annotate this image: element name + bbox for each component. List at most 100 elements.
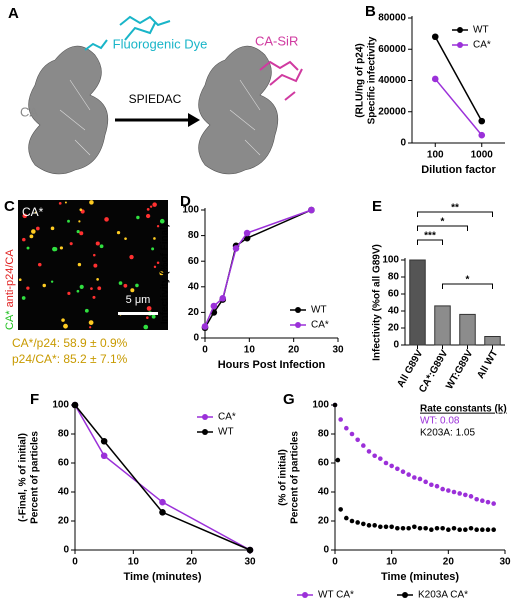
- y-tick-label: 0: [63, 545, 69, 556]
- data-point: [361, 443, 366, 448]
- significance-label: ***: [424, 231, 436, 242]
- data-point: [478, 131, 486, 139]
- data-point: [429, 527, 434, 532]
- data-point: [446, 527, 451, 532]
- particle: [78, 220, 81, 223]
- x-tick-label: 20: [288, 345, 300, 356]
- data-point: [372, 453, 377, 459]
- particle: [79, 208, 83, 212]
- panel-label: G: [283, 391, 295, 408]
- y-tick-label: 80: [188, 230, 200, 241]
- legend-marker: [457, 27, 463, 33]
- particle: [79, 231, 84, 236]
- particle: [22, 237, 26, 242]
- y-tick-label: 80: [58, 429, 70, 440]
- particle: [159, 271, 164, 276]
- data-point: [219, 295, 227, 302]
- particle: [64, 201, 67, 204]
- data-point: [474, 496, 479, 502]
- data-point: [406, 472, 411, 477]
- x-tick-label: 30: [332, 345, 344, 356]
- y-tick-label: 100: [312, 400, 329, 411]
- particle: [123, 283, 128, 288]
- particle: [79, 284, 84, 289]
- particle: [130, 288, 135, 293]
- data-point: [349, 518, 355, 524]
- data-point: [412, 475, 417, 480]
- particle: [145, 213, 151, 219]
- bar: [459, 313, 476, 346]
- y-tick-label: 100: [182, 205, 199, 216]
- data-point: [480, 498, 485, 504]
- particle: [146, 316, 149, 319]
- significance-bracket: [442, 283, 493, 289]
- particle: [151, 314, 156, 319]
- particle: [89, 326, 92, 329]
- data-point: [457, 527, 462, 532]
- particle: [69, 242, 73, 246]
- data-point: [434, 525, 440, 531]
- data-point: [389, 524, 394, 530]
- dye-molecule: [84, 15, 171, 51]
- particle: [26, 286, 30, 290]
- data-point: [417, 476, 423, 482]
- data-point: [372, 523, 377, 528]
- y-tick-label: 80: [318, 429, 330, 440]
- data-point: [308, 206, 315, 214]
- x-tick-label: 10: [386, 557, 398, 568]
- reaction-label: SPIEDAC: [129, 92, 182, 106]
- particle: [146, 208, 150, 211]
- product-label: CA-SiR: [255, 33, 298, 48]
- data-point: [412, 524, 417, 530]
- significance-bracket: [417, 225, 468, 231]
- particle: [136, 215, 140, 220]
- data-point: [457, 491, 462, 496]
- channel-red: anti-p24/CA: [4, 249, 16, 308]
- sir-molecule: [259, 60, 303, 101]
- y-axis-label: (RLU/ng of p24): [355, 43, 366, 117]
- particle: [143, 324, 149, 330]
- data-point: [406, 525, 411, 531]
- x-tick-label: 30: [499, 557, 511, 568]
- image-particles: [18, 200, 165, 330]
- legend-marker: [295, 322, 301, 328]
- data-point: [383, 460, 389, 466]
- data-point: [389, 463, 394, 469]
- legend-label: WT: [473, 25, 489, 36]
- particle: [77, 262, 82, 267]
- data-point: [243, 229, 251, 237]
- data-point: [400, 525, 406, 531]
- data-point: [332, 402, 338, 408]
- data-point: [383, 524, 389, 530]
- particle: [152, 202, 157, 207]
- bar: [434, 305, 451, 346]
- series-line: [204, 209, 312, 327]
- particle: [96, 278, 99, 281]
- data-point: [463, 492, 468, 498]
- data-point: [423, 479, 428, 485]
- data-point: [468, 525, 474, 531]
- particle: [146, 306, 152, 311]
- significance-bracket: [417, 211, 493, 217]
- significance-label: *: [441, 217, 445, 228]
- particle: [88, 320, 94, 325]
- legend-label: CA*: [311, 320, 329, 331]
- data-point: [395, 525, 400, 531]
- y-tick-label: 60: [318, 458, 330, 469]
- panel-label: C: [4, 198, 15, 215]
- x-tick-label: 10: [128, 557, 140, 568]
- particle: [22, 213, 28, 219]
- particle: [118, 281, 123, 285]
- data-point: [395, 466, 400, 472]
- particle: [34, 211, 37, 214]
- x-tick-label: 10: [244, 345, 256, 356]
- legend-label: WT: [218, 427, 234, 438]
- channel-green: CA*: [4, 310, 16, 330]
- y-tick-label: 0: [393, 340, 399, 351]
- data-point: [338, 507, 343, 512]
- particle: [58, 201, 62, 205]
- particle: [50, 280, 54, 283]
- microscopy-image: [18, 200, 168, 330]
- x-axis-label: Dilution factor: [421, 164, 496, 176]
- particle: [151, 247, 155, 251]
